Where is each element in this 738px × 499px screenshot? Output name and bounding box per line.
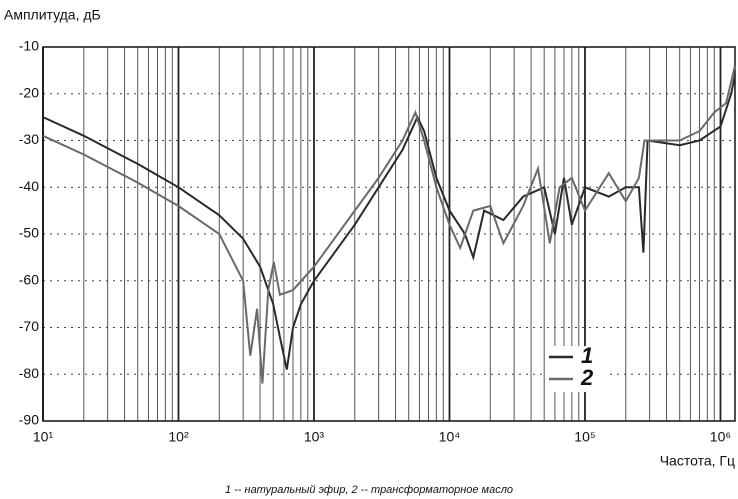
caption: 1 -- натуральный эфир, 2 -- трансформато… [225, 484, 513, 496]
x-tick-label: 10⁵ [574, 429, 595, 445]
y-tick-label: -90 [19, 412, 39, 428]
y-tick-label: -50 [19, 225, 39, 241]
x-tick-label: 10⁶ [710, 429, 731, 445]
x-axis-label: Частота, Гц [660, 453, 735, 469]
legend-label: 2 [580, 365, 594, 390]
y-axis-label: Амплитуда, дБ [4, 7, 101, 23]
legend-label: 1 [581, 343, 593, 368]
y-tick-label: -40 [19, 178, 39, 194]
y-tick-label: -80 [19, 365, 39, 381]
y-tick-label: -20 [19, 84, 39, 100]
y-tick-label: -70 [19, 318, 39, 334]
x-tick-label: 10⁴ [439, 429, 461, 445]
x-tick-label: 10² [168, 429, 189, 445]
x-tick-label: 10³ [304, 429, 325, 445]
x-tick-label: 10¹ [33, 429, 54, 445]
legend-box [545, 346, 605, 392]
series-line [42, 74, 736, 370]
y-tick-label: -10 [19, 38, 39, 54]
y-tick-label: -30 [19, 131, 39, 147]
series-line [42, 65, 736, 384]
y-tick-label: -60 [19, 271, 39, 287]
plot-frame [42, 46, 736, 422]
plot-area [43, 47, 735, 421]
